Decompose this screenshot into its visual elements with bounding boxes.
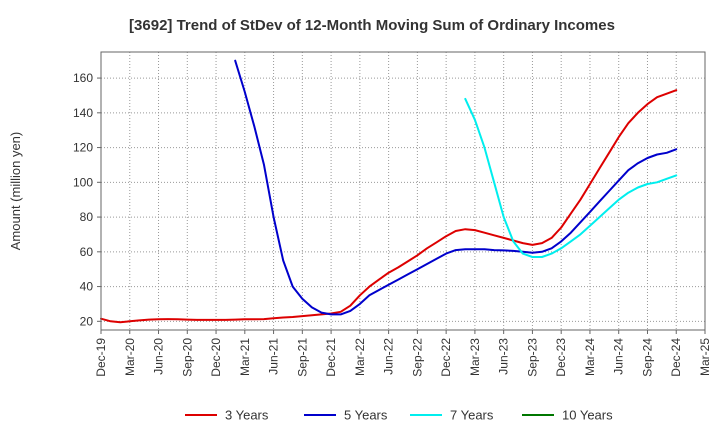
plot-frame [100, 51, 706, 331]
legend-label-1: 3 Years [225, 408, 269, 423]
x-tick-label: Dec-24 [669, 338, 683, 377]
x-tick-label: Mar-20 [123, 338, 137, 376]
x-tick-label: Sep-20 [180, 338, 194, 377]
x-tick-label: Dec-23 [554, 338, 568, 377]
y-tick-label: 40 [80, 280, 94, 294]
y-tick-label: 60 [80, 245, 94, 259]
chart-title: [3692] Trend of StDev of 12-Month Moving… [129, 17, 615, 34]
x-tick-label: Mar-22 [353, 338, 367, 376]
legend-label-4: 10 Years [562, 408, 613, 423]
y-tick-label: 140 [73, 106, 93, 120]
legend-label-3: 7 Years [450, 408, 494, 423]
y-axis-ticks: 20 40 60 80 100 120 140 160 [73, 71, 101, 328]
x-tick-label: Mar-25 [698, 338, 712, 376]
y-tick-label: 120 [73, 141, 93, 155]
x-tick-label: Dec-19 [94, 338, 108, 377]
y-axis-label: Amount (million yen) [8, 132, 23, 251]
x-tick-label: Dec-21 [324, 338, 338, 377]
x-tick-label: Sep-24 [640, 338, 654, 377]
series-line-3 [464, 97, 678, 258]
x-tick-label: Mar-23 [468, 338, 482, 376]
legend-label-2: 5 Years [344, 408, 388, 423]
x-tick-label: Jun-23 [497, 338, 511, 375]
x-tick-label: Sep-21 [295, 338, 309, 377]
x-tick-label: Mar-24 [583, 338, 597, 376]
x-tick-label: Sep-22 [410, 338, 424, 377]
series-line-2 [234, 59, 678, 316]
x-tick-label: Jun-22 [382, 338, 396, 375]
series-layer [100, 59, 678, 324]
x-tick-label: Jun-24 [612, 338, 626, 375]
y-tick-label: 20 [80, 314, 94, 328]
x-tick-label: Jun-21 [267, 338, 281, 375]
x-axis-ticks: Dec-19 Mar-20 Jun-20 Sep-20 Dec-20 Mar-21 Jun-… [94, 330, 712, 377]
x-tick-label: Mar-21 [238, 338, 252, 376]
y-tick-label: 80 [80, 210, 94, 224]
legend: 3 Years 5 Years 7 Years 10 Years [185, 408, 613, 423]
x-tick-label: Dec-20 [209, 338, 223, 377]
y-tick-label: 160 [73, 71, 93, 85]
y-tick-label: 100 [73, 175, 93, 189]
x-tick-label: Dec-22 [439, 338, 453, 377]
grid [100, 52, 706, 330]
x-tick-label: Jun-20 [152, 338, 166, 375]
series-line-1 [100, 89, 678, 324]
x-tick-label: Sep-23 [525, 338, 539, 377]
